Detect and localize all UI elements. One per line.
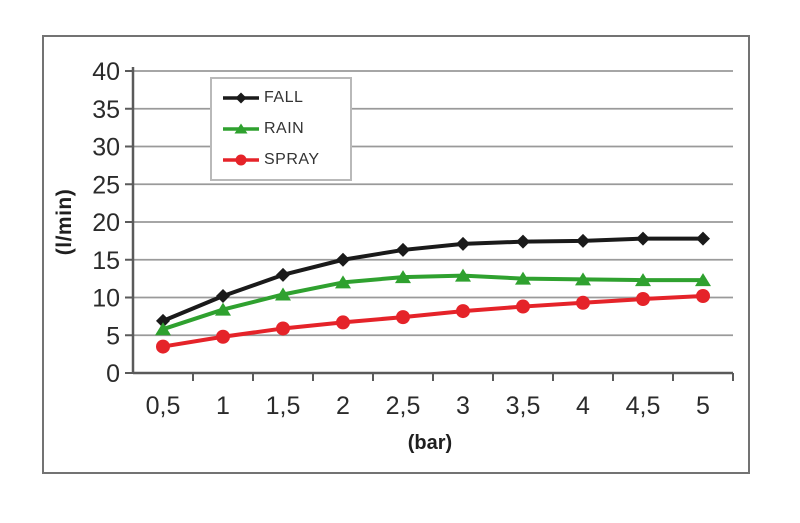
x-tick-label: 1,5: [266, 392, 301, 420]
x-tick-label: 4,5: [626, 392, 661, 420]
legend-item-rain: RAIN: [222, 114, 350, 144]
y-tick-label: 40: [92, 58, 120, 86]
triangle-marker-icon: [223, 123, 259, 134]
y-tick-label: 30: [92, 134, 120, 162]
y-axis-title: (l/min): [53, 188, 76, 256]
legend-item-spray: SPRAY: [222, 145, 350, 175]
axis-ticks: [125, 70, 734, 381]
x-tick-label: 0,5: [146, 392, 181, 420]
circle-marker-icon: [223, 154, 259, 166]
legend-label: SPRAY: [264, 150, 320, 168]
legend-item-fall: FALL: [222, 83, 350, 113]
y-tick-labels: 0 5 10 15 20 25 30 35 40: [92, 58, 120, 388]
y-tick-label: 5: [106, 322, 120, 350]
legend-label: FALL: [264, 89, 304, 107]
legend-label: RAIN: [264, 119, 305, 137]
x-tick-label: 4: [576, 392, 590, 420]
y-tick-label: 35: [92, 96, 120, 124]
x-tick-label: 3,5: [506, 392, 541, 420]
y-tick-label: 10: [92, 285, 120, 313]
x-tick-label: 3: [456, 392, 470, 420]
x-tick-label: 5: [696, 392, 710, 420]
x-tick-label: 2,5: [386, 392, 421, 420]
x-tick-labels: 0,5 1 1,5 2 2,5 3 3,5 4 4,5 5: [146, 392, 710, 420]
y-tick-label: 20: [92, 209, 120, 237]
diamond-marker-icon: [223, 92, 259, 104]
x-axis-title: (bar): [407, 432, 453, 454]
series-spray: [156, 288, 710, 354]
axes: [131, 67, 733, 375]
x-tick-label: 2: [336, 392, 350, 420]
legend: FALL RAIN SPRAY: [210, 77, 352, 181]
series-fall: [156, 231, 710, 328]
x-tick-label: 1: [216, 392, 230, 420]
y-tick-label: 25: [92, 171, 120, 199]
y-tick-label: 0: [106, 360, 120, 388]
series-rain: [155, 268, 711, 336]
y-tick-label: 15: [92, 247, 120, 275]
